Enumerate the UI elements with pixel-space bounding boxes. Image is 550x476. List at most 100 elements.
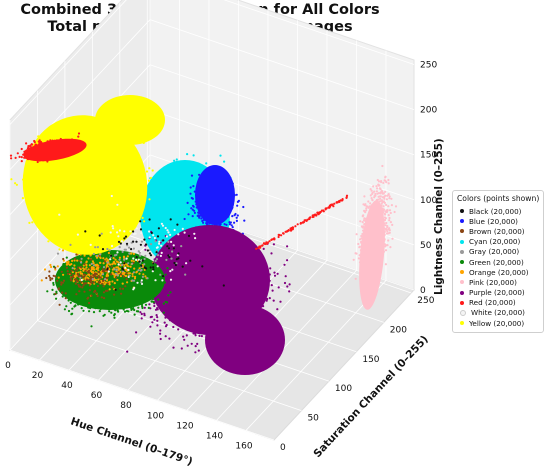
point [369, 202, 372, 205]
point [87, 273, 90, 276]
point [88, 284, 91, 287]
point [125, 278, 128, 281]
point [48, 270, 51, 273]
point [83, 263, 86, 266]
point [95, 292, 98, 295]
grid-line [37, 320, 302, 411]
point [374, 194, 377, 197]
point [360, 234, 363, 238]
point [113, 293, 116, 296]
point [143, 306, 146, 309]
point [54, 292, 57, 295]
point [284, 275, 287, 278]
point [122, 275, 125, 278]
point [388, 197, 391, 200]
point [376, 178, 379, 182]
point [159, 332, 162, 335]
point [65, 263, 68, 266]
point [187, 213, 190, 216]
point [383, 216, 387, 219]
point [126, 255, 129, 258]
point [88, 301, 91, 305]
point [288, 283, 291, 286]
point [169, 291, 172, 294]
point [73, 305, 76, 308]
point [371, 191, 374, 194]
point [365, 205, 368, 208]
point [52, 283, 55, 286]
point [186, 344, 189, 347]
point [362, 203, 365, 206]
point [96, 284, 99, 288]
point [97, 278, 100, 281]
point [173, 159, 176, 162]
point [46, 290, 49, 293]
point [155, 314, 158, 317]
point [271, 289, 274, 292]
grid-line [223, 0, 415, 65]
point [379, 197, 382, 200]
point [387, 228, 390, 231]
point [193, 211, 196, 214]
point [106, 289, 109, 292]
point [50, 265, 53, 269]
point [162, 311, 165, 314]
point [153, 318, 156, 321]
point [57, 287, 61, 290]
point [373, 190, 376, 193]
point [74, 282, 77, 285]
point [144, 303, 148, 306]
point [236, 204, 239, 207]
point [120, 273, 123, 276]
point [92, 311, 96, 314]
point [85, 282, 88, 285]
point [48, 274, 51, 278]
point [235, 193, 238, 196]
cluster-core-blue [195, 165, 235, 225]
point [139, 311, 142, 314]
point [283, 281, 287, 285]
point [167, 294, 170, 297]
point [80, 281, 83, 284]
point [138, 267, 141, 270]
point [62, 279, 66, 282]
point [92, 271, 95, 274]
point [370, 197, 373, 200]
point [40, 279, 43, 282]
point [361, 215, 364, 218]
point [365, 207, 368, 210]
scatter-clusters [9, 95, 398, 375]
point [149, 325, 152, 328]
point [86, 270, 89, 274]
point [376, 187, 379, 190]
point [384, 179, 387, 182]
point [186, 153, 189, 156]
point [358, 245, 361, 248]
point [387, 193, 390, 196]
point [148, 198, 151, 201]
point [219, 154, 222, 157]
point [156, 324, 159, 327]
point [389, 211, 392, 215]
point [166, 301, 169, 304]
point [156, 307, 159, 310]
cluster-core-pink [359, 200, 385, 310]
point [142, 273, 145, 276]
point [109, 263, 112, 266]
point [102, 257, 105, 260]
point [381, 200, 385, 204]
point [190, 174, 194, 177]
point [103, 297, 106, 300]
point [363, 195, 366, 198]
point [65, 305, 68, 308]
point [386, 230, 389, 233]
grid-line [9, 0, 127, 125]
point [200, 335, 203, 338]
point [90, 294, 93, 297]
point [151, 169, 154, 172]
point [69, 301, 72, 304]
point [370, 189, 373, 192]
point [383, 197, 386, 200]
point [92, 266, 95, 269]
point [361, 226, 364, 229]
